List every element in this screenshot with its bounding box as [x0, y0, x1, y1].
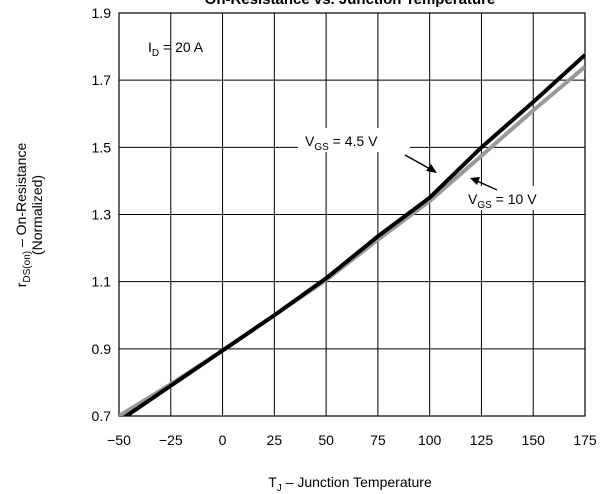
series-label: VGS = 4.5 V	[305, 133, 378, 153]
series-label-rest: = 4.5 V	[329, 133, 378, 149]
arrow-head	[470, 177, 480, 185]
x-tick-label: −25	[159, 432, 183, 448]
x-tick-label: 25	[267, 432, 283, 448]
series-label-main: V	[468, 191, 478, 207]
arrow-head	[426, 164, 437, 173]
label-bg	[298, 128, 410, 152]
x-tick-label: 0	[219, 432, 227, 448]
x-tick-label: 100	[418, 432, 442, 448]
series-label-rest: = 10 V	[492, 191, 537, 207]
x-axis-label: TJ – Junction Temperature	[268, 474, 432, 494]
y-axis-label-sub: DS(on)	[22, 251, 33, 283]
y-tick-label: 1.7	[92, 72, 112, 88]
annotation-main: I	[148, 39, 152, 55]
x-tick-label: −50	[107, 432, 131, 448]
annotation-rest: = 20 A	[159, 39, 204, 55]
series-label-sub: GS	[314, 142, 329, 153]
arrow	[404, 154, 433, 171]
y-tick-label: 1.5	[92, 139, 112, 155]
x-tick-label: 75	[370, 432, 386, 448]
x-tick-label: 125	[470, 432, 494, 448]
y-tick-label: 0.9	[92, 341, 112, 357]
x-axis-label-main: T	[268, 474, 277, 490]
x-tick-label: 175	[573, 432, 597, 448]
arrow	[474, 179, 498, 191]
y-axis-label: rDS(on) – On-Resistance	[13, 143, 33, 288]
plot-lines	[119, 53, 585, 416]
series-label: VGS = 10 V	[468, 191, 537, 211]
annotation-sub: D	[152, 48, 159, 59]
series-label-main: V	[305, 133, 315, 149]
y-tick-label: 0.7	[92, 408, 112, 424]
x-tick-label: 150	[522, 432, 546, 448]
plot-frame	[118, 12, 586, 417]
chart-title: On-Resistance vs. Junction Temperature	[205, 0, 496, 8]
y-tick-label: 1.1	[92, 274, 112, 290]
y-axis-label: (Normalized)	[29, 175, 45, 255]
annotation: ID = 20 A	[148, 39, 204, 59]
label-bg	[462, 186, 566, 210]
series-line	[122, 53, 585, 416]
x-axis-label-rest: – Junction Temperature	[282, 474, 432, 490]
x-axis-label-sub: J	[277, 483, 282, 494]
x-tick-label: 50	[318, 432, 334, 448]
series-label-sub: GS	[477, 200, 492, 211]
y-axis-label-main: r	[13, 282, 29, 287]
y-tick-label: 1.9	[92, 5, 112, 21]
y-tick-label: 1.3	[92, 207, 112, 223]
y-axis-label-rest: – On-Resistance	[13, 143, 29, 251]
